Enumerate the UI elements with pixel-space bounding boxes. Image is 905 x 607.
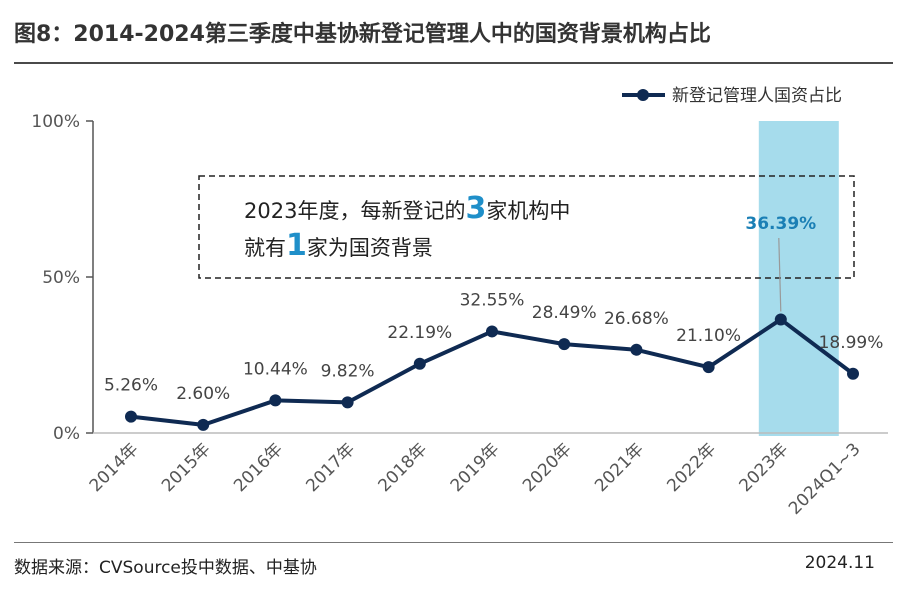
chart-title: 图8：2014-2024第三季度中基协新登记管理人中的国资背景机构占比 [14,22,711,47]
data-point [413,357,426,370]
title-divider [14,62,893,64]
publish-date: 2024.11 [804,553,875,573]
data-label: 21.10% [676,326,741,346]
x-tick-label: 2014年 [86,439,143,496]
x-tick-label: 2018年 [375,439,432,496]
x-tick-label: 2021年 [591,439,648,496]
y-tick-label: 50% [42,268,80,288]
x-tick-label: 2016年 [230,439,287,496]
data-labels: 5.26% 2.60% 10.44% 9.82% 22.19% 32.55% 28.49% 2… [104,214,883,404]
data-point [341,396,354,409]
x-tick-label: 2017年 [302,439,359,496]
source-note: 数据来源：CVSource投中数据、中基协 [14,558,317,578]
data-label: 2.60% [176,384,230,404]
data-label: 18.99% [819,333,884,353]
x-tick-label: 2019年 [447,439,504,496]
data-point [197,418,210,431]
x-tick-label: 2015年 [158,439,215,496]
data-point [486,325,498,338]
data-point [702,361,715,374]
data-label: 10.44% [243,359,308,379]
data-label: 36.39% [745,214,816,234]
data-point [774,313,787,326]
x-tick-label: 2022年 [663,439,720,496]
x-tick-labels: 2014年 2015年 2016年 2017年 2018年 2019年 2020年 2021年… [86,439,865,519]
data-point [125,410,137,423]
y-tick-label: 0% [53,424,80,444]
data-point [558,338,571,351]
x-tick-label: 2024Q1~3 [785,439,865,519]
y-tick-labels: 0% 50% 100% [31,112,93,444]
data-point [847,367,859,380]
x-tick-label: 2023年 [736,439,793,496]
data-label: 5.26% [104,376,158,396]
highlight-callout-line [778,237,782,312]
annotation-line-2: 就有1家为国资背景 [244,228,433,263]
annotation-line-1: 2023年度，每新登记的3家机构中 [244,191,570,226]
data-label: 26.68% [604,309,669,329]
data-label: 28.49% [532,303,597,323]
data-point [269,394,282,407]
footer-divider [14,542,893,543]
legend: 新登记管理人国资占比 [622,86,842,106]
data-label: 32.55% [460,290,525,310]
annotation-box [198,175,855,279]
x-tick-label: 2020年 [519,439,576,496]
y-tick-label: 100% [31,112,80,132]
data-point [630,343,643,356]
data-label: 22.19% [387,323,452,343]
legend-label: 新登记管理人国资占比 [672,86,842,106]
data-label: 9.82% [321,361,375,381]
data-points [125,313,859,431]
legend-dot-marker [637,89,649,101]
